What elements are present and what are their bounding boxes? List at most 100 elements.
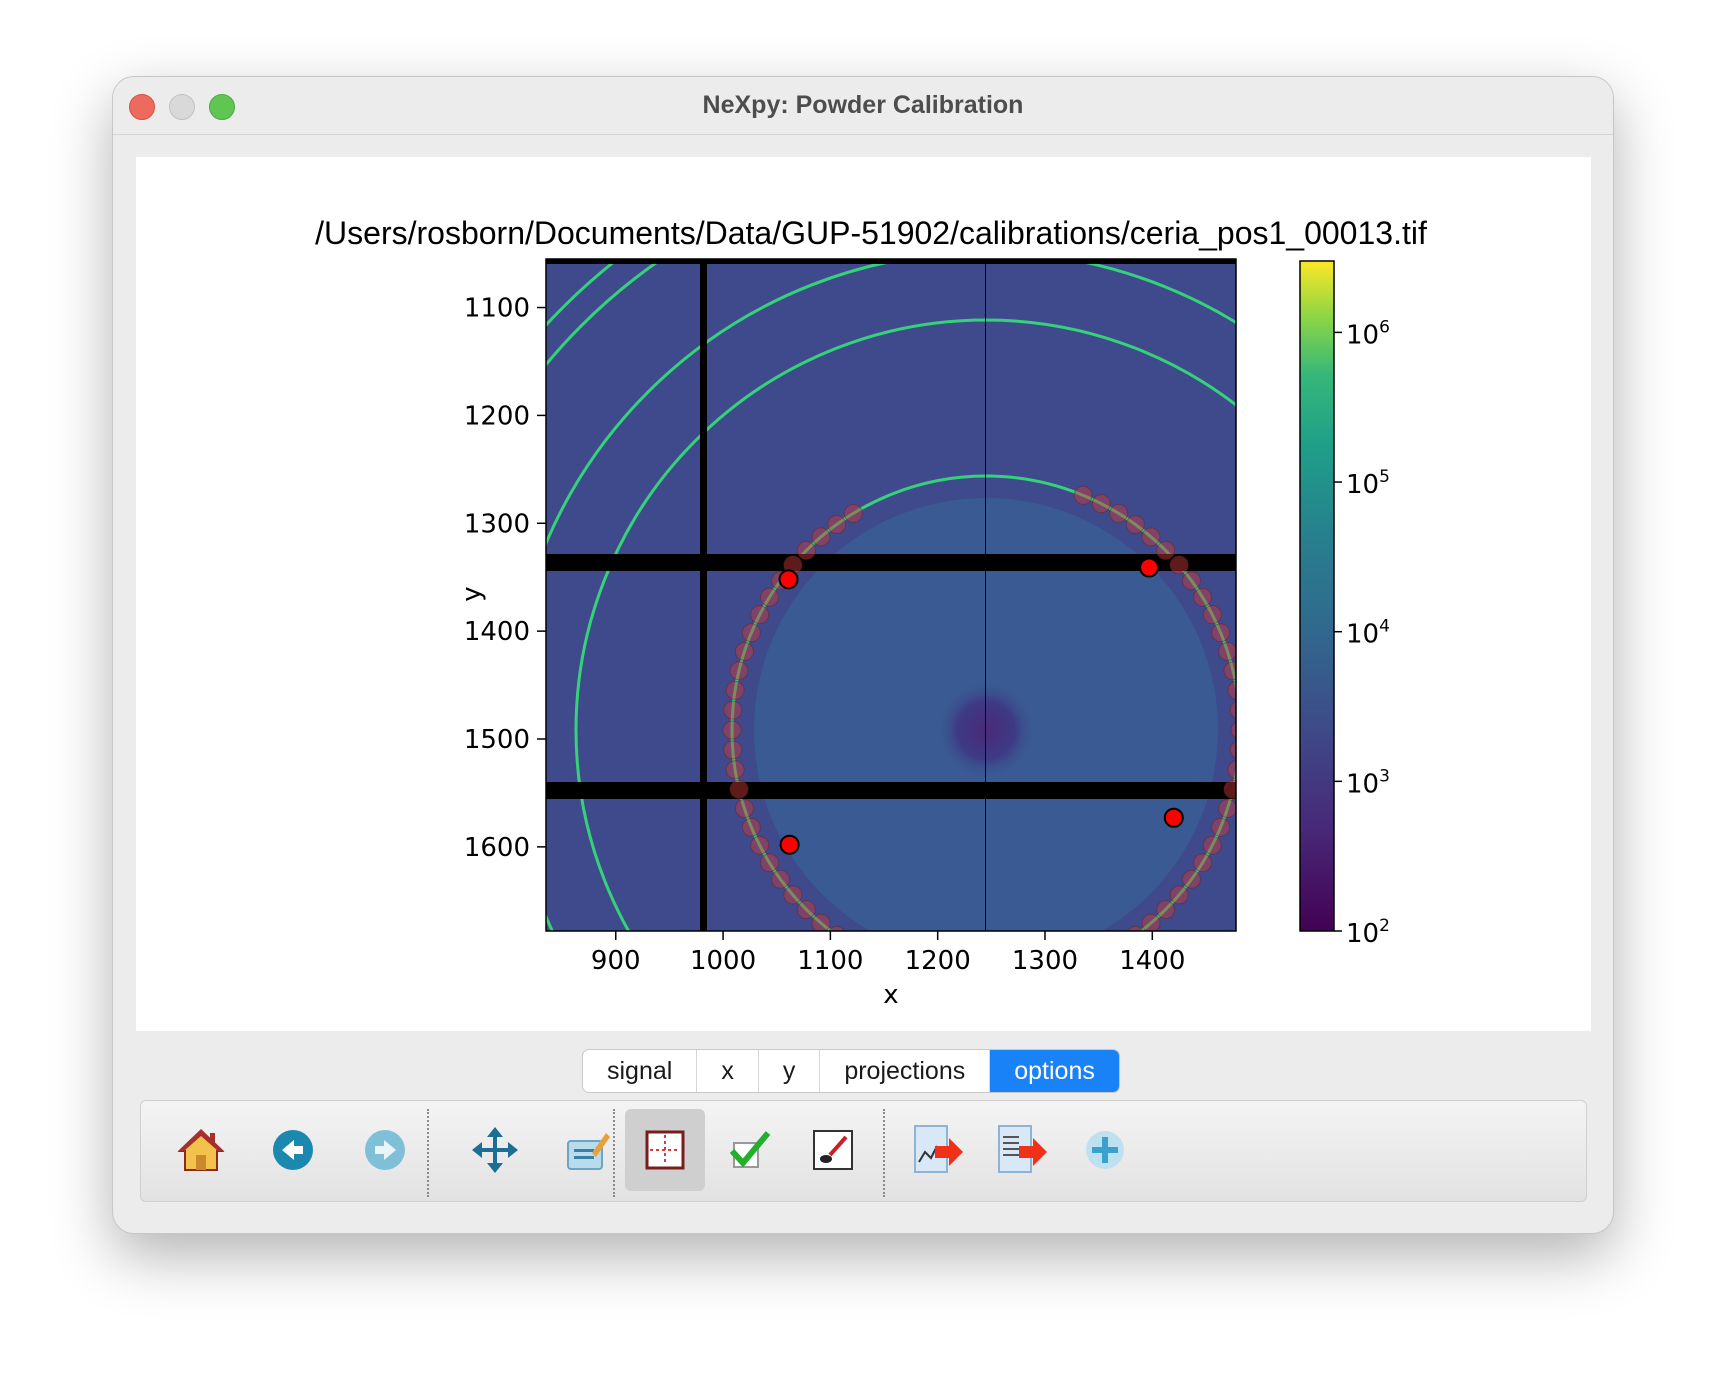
forward-button[interactable] [345, 1109, 425, 1191]
ring-points [722, 485, 1236, 993]
tab-bar: signal x y projections options [582, 1049, 1120, 1093]
x-tick-label: 900 [591, 946, 641, 976]
ring-point [1091, 494, 1111, 514]
ring-point [1202, 835, 1222, 855]
ring-point [1223, 779, 1236, 799]
colorbar: 106 105 104 103 102 [1299, 260, 1390, 949]
ring-point [843, 503, 863, 523]
ring-point [750, 605, 770, 625]
ring-point [1125, 515, 1145, 535]
forward-arrow-icon [365, 1130, 405, 1170]
close-window-button[interactable] [129, 94, 155, 120]
y-tick-label: 1300 [464, 509, 530, 539]
y-tick-label: 1100 [464, 294, 530, 324]
ring-point [1181, 869, 1201, 889]
ring-point [783, 885, 803, 905]
back-button[interactable] [253, 1109, 333, 1191]
ring-point [723, 700, 743, 720]
selected-point[interactable] [1163, 807, 1184, 828]
toolbar-separator [427, 1109, 429, 1197]
ring-point [1156, 540, 1176, 560]
ring-point [1181, 571, 1201, 591]
ring-point [997, 974, 1015, 992]
edit-axes-icon [567, 1133, 610, 1170]
ring-point [977, 975, 995, 993]
x-axis-label: x [883, 980, 898, 1010]
pan-icon [472, 1127, 518, 1173]
plot-toolbar [140, 1100, 1587, 1202]
zoom-rect-icon [645, 1130, 685, 1170]
heatmap-plot[interactable]: 900 1000 1100 1200 1300 1400 1100 1200 1300 1400… [136, 157, 1591, 1031]
checkmark-icon [729, 1131, 771, 1168]
ring-point [1223, 661, 1236, 681]
ring-point [1193, 853, 1213, 873]
detector-image [546, 259, 1236, 993]
ring-point [1156, 900, 1176, 920]
ring-point [957, 974, 975, 992]
ring-point [1092, 947, 1110, 965]
export-plot-button[interactable] [897, 1109, 977, 1191]
ring-point [796, 900, 816, 920]
title-bar: NeXpy: Powder Calibration [113, 77, 1613, 135]
y-tick-label: 1600 [464, 833, 530, 863]
maximize-window-button[interactable] [209, 94, 235, 120]
selected-point[interactable] [1139, 557, 1160, 578]
ring-point [1218, 642, 1236, 662]
ring-point [1227, 680, 1236, 700]
selected-points[interactable] [778, 557, 1184, 855]
minimize-window-button[interactable] [169, 94, 195, 120]
ring-point [1141, 527, 1161, 547]
ring-point [759, 853, 779, 873]
zoom-rect-button[interactable] [625, 1109, 705, 1191]
ring-point [1227, 760, 1236, 780]
add-button[interactable] [1065, 1109, 1145, 1191]
ring-point [1141, 913, 1161, 931]
y-axis: 1100 1200 1300 1400 1500 1600 [464, 294, 546, 863]
home-button[interactable] [161, 1109, 241, 1191]
ring-point [1229, 701, 1236, 720]
add-icon [1086, 1131, 1124, 1169]
tab-x[interactable]: x [697, 1050, 759, 1092]
ring-point [1169, 555, 1189, 575]
ring-point [880, 956, 898, 974]
app-window: NeXpy: Powder Calibration /Users/rosborn… [112, 76, 1614, 1234]
tab-projections[interactable]: projections [820, 1050, 991, 1092]
x-tick-label: 1000 [690, 946, 756, 976]
tab-y[interactable]: y [759, 1050, 821, 1092]
ring-point [811, 527, 831, 547]
window-title: NeXpy: Powder Calibration [702, 91, 1024, 119]
ring-point [1211, 817, 1231, 837]
colorbar-tick-label: 102 [1346, 916, 1390, 949]
ring-point [1193, 587, 1213, 607]
ring-point [741, 817, 761, 837]
ring-point [723, 740, 743, 760]
selected-point[interactable] [778, 569, 799, 590]
ring-point [1126, 925, 1144, 931]
plot-canvas[interactable]: /Users/rosborn/Documents/Data/GUP-51902/… [136, 157, 1591, 1031]
y-tick-label: 1200 [464, 401, 530, 431]
ring-point [725, 760, 745, 780]
check-button[interactable] [709, 1109, 789, 1191]
selected-point[interactable] [779, 834, 800, 855]
edit-axes-button[interactable] [547, 1109, 627, 1191]
colorbar-tick-label: 103 [1346, 766, 1390, 799]
toolbar-separator [613, 1109, 615, 1197]
ring-point [1169, 885, 1189, 905]
x-tick-label: 1400 [1119, 946, 1185, 976]
pan-button[interactable] [455, 1109, 535, 1191]
ring-point [862, 947, 880, 965]
ring-point [796, 540, 816, 560]
ring-point [1218, 798, 1236, 818]
ring-point [725, 680, 745, 700]
x-tick-label: 1300 [1012, 946, 1078, 976]
tab-options[interactable]: options [990, 1050, 1119, 1092]
export-data-button[interactable] [981, 1109, 1061, 1191]
colorbar-tick-label: 105 [1346, 467, 1390, 500]
brush-button[interactable] [793, 1109, 873, 1191]
ring-point [722, 720, 742, 740]
ring-point [771, 869, 791, 889]
plot-title: /Users/rosborn/Documents/Data/GUP-51902/… [315, 215, 1427, 251]
home-icon [177, 1129, 225, 1171]
tab-signal[interactable]: signal [583, 1050, 698, 1092]
ring-point [1109, 503, 1129, 523]
